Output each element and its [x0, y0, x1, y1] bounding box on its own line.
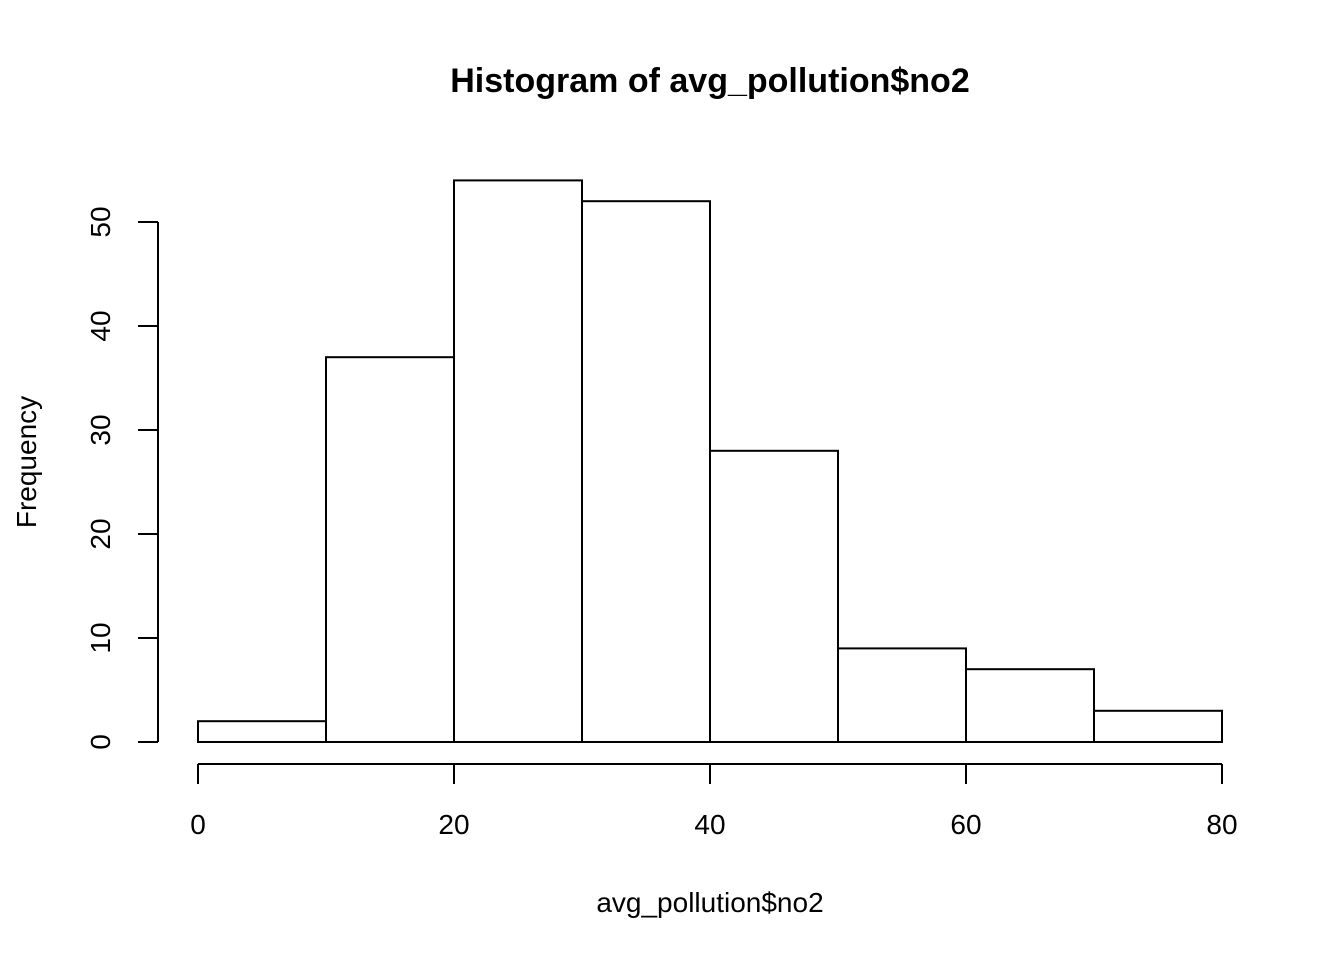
y-axis: 0 10 20 30 40 50 — [85, 206, 159, 750]
x-tick-label-2: 40 — [694, 809, 725, 840]
histogram-bar-5 — [837, 647, 967, 744]
x-tick-label-0: 0 — [190, 809, 206, 840]
x-axis-label: avg_pollution$no2 — [596, 887, 823, 918]
x-tick-label-1: 20 — [438, 809, 469, 840]
x-tick-label-4: 80 — [1206, 809, 1237, 840]
histogram-bars — [197, 179, 1223, 744]
histogram-bar-6 — [965, 668, 1095, 744]
histogram-bar-7 — [1093, 709, 1223, 743]
histogram-bar-3 — [581, 200, 711, 743]
y-axis-label: Frequency — [11, 396, 42, 528]
chart-title: Histogram of avg_pollution$no2 — [450, 62, 969, 100]
histogram-bar-2 — [453, 179, 583, 743]
y-tick-label-4: 40 — [85, 310, 116, 341]
y-tick-label-2: 20 — [85, 518, 116, 549]
histogram-bar-0 — [197, 720, 327, 744]
y-tick-label-3: 30 — [85, 414, 116, 445]
histogram-bar-4 — [709, 449, 839, 743]
y-tick-label-0: 0 — [85, 734, 116, 750]
x-tick-label-3: 60 — [950, 809, 981, 840]
x-axis: 0 20 40 60 80 — [190, 763, 1238, 840]
y-tick-label-5: 50 — [85, 206, 116, 237]
y-tick-label-1: 10 — [85, 622, 116, 653]
histogram-bar-1 — [325, 356, 455, 743]
